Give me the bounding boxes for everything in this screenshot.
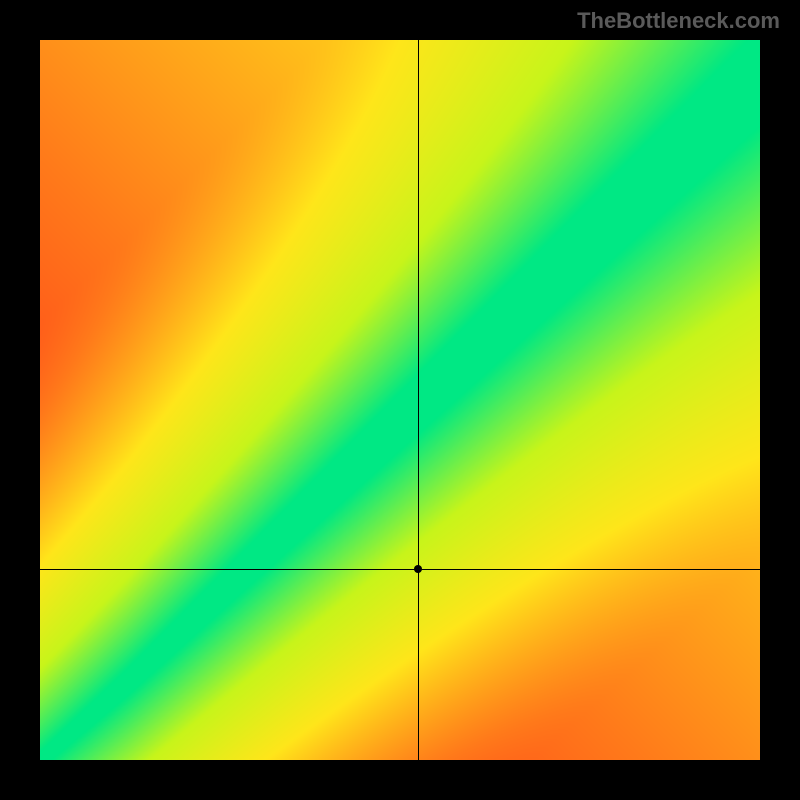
crosshair-dot <box>414 565 422 573</box>
watermark-text: TheBottleneck.com <box>577 8 780 34</box>
crosshair-horizontal <box>40 569 760 570</box>
heatmap-canvas <box>40 40 760 760</box>
crosshair-vertical <box>418 40 419 760</box>
bottleneck-heatmap <box>40 40 760 760</box>
